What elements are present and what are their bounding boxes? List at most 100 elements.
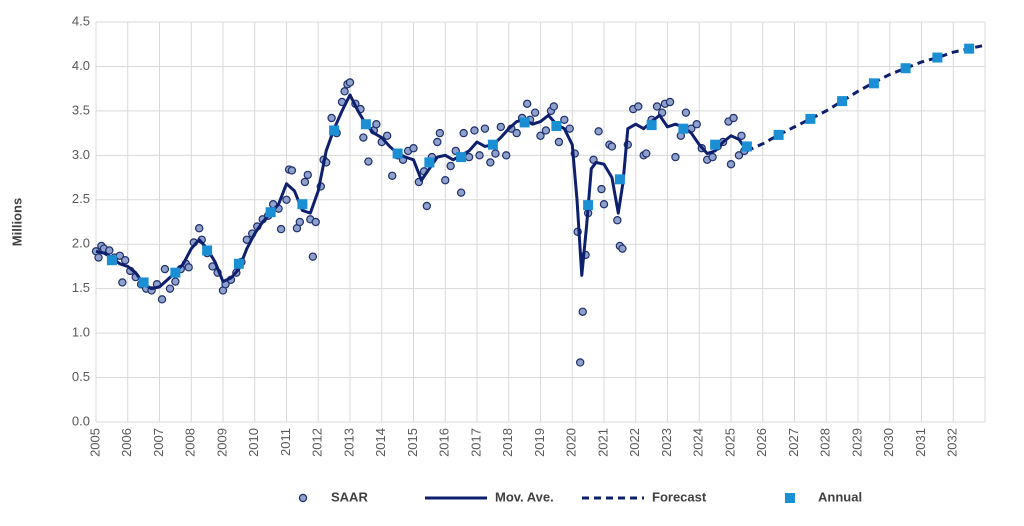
saar-point: [300, 177, 310, 187]
saar-point: [665, 97, 675, 107]
saar-point: [435, 128, 445, 138]
annual-marker: [932, 52, 943, 63]
x-tick-label: 2008: [183, 428, 198, 457]
x-tick-label: 2024: [691, 428, 706, 457]
saar-point: [565, 124, 574, 133]
saar-point: [536, 131, 545, 140]
y-tick-label: 0.0: [72, 413, 90, 428]
x-tick-label: 2022: [627, 428, 642, 457]
x-tick-label: 2006: [119, 428, 134, 457]
annual-marker: [900, 63, 911, 74]
x-tick-label: 2031: [913, 428, 928, 457]
saar-point: [560, 115, 569, 124]
saar-point: [364, 157, 373, 166]
annual-marker: [773, 129, 784, 140]
annual-marker: [329, 125, 340, 136]
saar-point: [480, 124, 490, 133]
legend-label: Annual: [818, 489, 862, 504]
saar-point: [737, 131, 746, 140]
annual-marker: [551, 121, 562, 131]
saar-point: [308, 252, 318, 261]
annual-marker: [265, 207, 276, 218]
saar-point: [276, 224, 286, 234]
saar-point: [194, 224, 204, 233]
saar-point: [496, 122, 506, 132]
saar-point: [692, 120, 701, 129]
x-tick-label: 2009: [214, 428, 229, 457]
saar-point: [522, 99, 532, 108]
saar-point: [287, 166, 297, 175]
x-tick-label: 2015: [405, 428, 420, 457]
saar-point: [433, 137, 442, 147]
annual-marker: [868, 78, 879, 89]
legend-label: SAAR: [331, 489, 368, 504]
saar-point: [729, 113, 738, 123]
saar-point: [359, 133, 368, 142]
annual-marker: [614, 174, 625, 185]
x-tick-label: 2010: [246, 428, 261, 457]
saar-point: [486, 158, 495, 167]
x-tick-label: 2017: [468, 428, 483, 457]
annual-marker: [233, 258, 244, 269]
x-tick-label: 2029: [849, 428, 864, 457]
saar-point: [184, 263, 193, 272]
saar-point: [578, 307, 587, 316]
x-tick-label: 2013: [341, 428, 356, 457]
annual-marker: [106, 255, 117, 266]
saar-point: [456, 188, 466, 197]
saar-point: [295, 217, 305, 227]
saar-point: [642, 149, 651, 158]
saar-point: [303, 170, 312, 180]
annual-marker: [710, 139, 721, 150]
x-tick-label: 2028: [818, 428, 833, 457]
annual-marker: [487, 139, 498, 150]
y-tick-label: 2.5: [72, 191, 90, 206]
saar-point: [327, 113, 336, 123]
saar-point: [541, 126, 551, 135]
saar-point: [734, 151, 744, 160]
annual-marker: [456, 152, 467, 163]
saar-point: [599, 200, 609, 209]
annual-marker: [805, 113, 816, 124]
saar-point: [94, 253, 103, 262]
y-tick-label: 2.0: [72, 236, 90, 251]
x-tick-label: 2027: [786, 428, 801, 457]
saar-point: [282, 195, 291, 204]
legend-label: Mov. Ave.: [495, 489, 554, 504]
saar-point: [464, 152, 474, 162]
saar-point: [388, 171, 397, 180]
annual-marker: [519, 117, 530, 128]
saar-point: [549, 102, 559, 111]
saar-point: [502, 151, 511, 160]
x-tick-label: 2026: [754, 428, 769, 457]
saar-point: [575, 358, 585, 367]
saar-point: [634, 102, 643, 111]
x-tick-label: 2007: [151, 428, 166, 457]
x-tick-label: 2012: [310, 428, 325, 457]
saar-point: [671, 152, 680, 162]
saar-point: [459, 128, 468, 138]
saar-point: [422, 201, 432, 211]
annual-marker: [741, 141, 752, 152]
saar-point: [171, 277, 180, 286]
x-tick-label: 2011: [278, 428, 293, 456]
x-tick-label: 2032: [945, 428, 960, 457]
annual-marker: [964, 43, 975, 54]
saar-point: [554, 137, 564, 147]
annual-marker: [646, 120, 657, 131]
y-tick-label: 3.5: [72, 102, 90, 117]
saar-point: [726, 160, 736, 169]
annual-marker: [678, 123, 689, 134]
legend-symbol: [785, 493, 795, 503]
legend-item: Forecast: [582, 489, 707, 504]
saar-point: [441, 176, 450, 185]
y-tick-label: 0.5: [72, 369, 90, 384]
annual-marker: [583, 200, 594, 211]
legend-symbol: [298, 493, 308, 503]
x-tick-label: 2030: [881, 428, 896, 457]
annual-marker: [297, 199, 308, 210]
x-tick-label: 2018: [500, 428, 515, 457]
saar-point: [530, 108, 540, 117]
saar-point: [681, 108, 691, 117]
saar-point: [157, 295, 167, 304]
